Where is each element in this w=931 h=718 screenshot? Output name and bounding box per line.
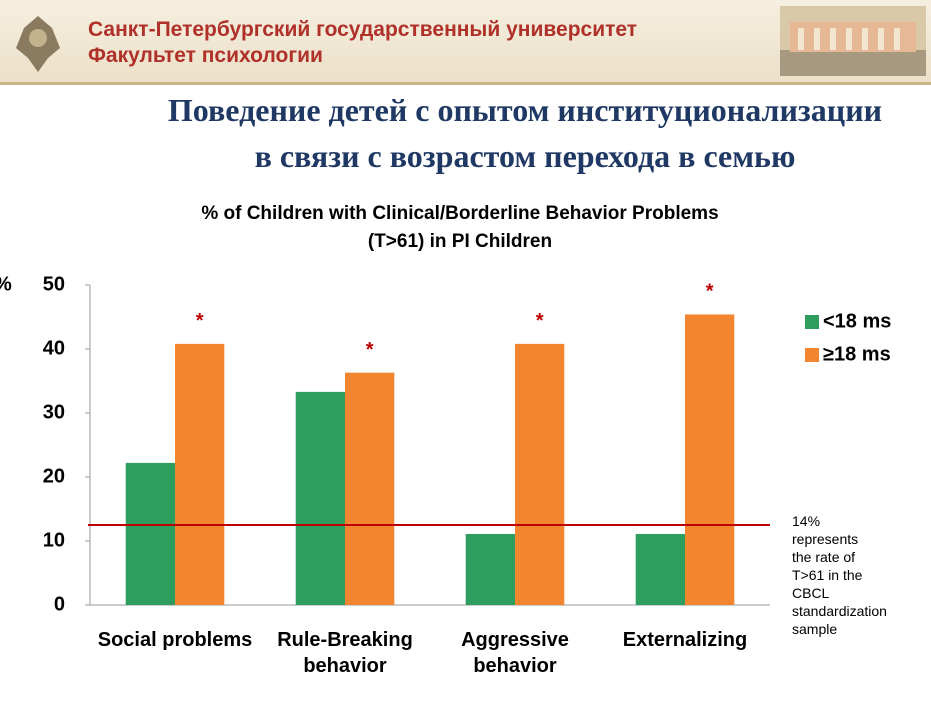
bar (465, 533, 515, 605)
y-tick-label: 10 (43, 529, 65, 551)
university: Санкт-Петербургский государственный унив… (88, 18, 638, 41)
legend-label: ≥18 ms (823, 343, 891, 365)
building-photo (780, 6, 926, 76)
bar (175, 343, 225, 605)
y-axis-label: % (0, 273, 12, 295)
y-tick-label: 30 (43, 401, 65, 423)
slide-title: Поведение детей с опытом институционализ… (167, 92, 883, 128)
legend-swatch (805, 315, 819, 329)
bar (295, 391, 345, 605)
y-tick-label: 50 (43, 273, 65, 295)
bar (345, 372, 395, 605)
y-tick-label: 40 (43, 337, 65, 359)
annotation: 14% represents the rate of T>61 in the C… (792, 513, 887, 637)
bar (125, 462, 175, 605)
bar (635, 533, 685, 605)
legend-label: <18 ms (823, 310, 891, 332)
significance-marker: * (196, 310, 204, 332)
chart-title: % of Children with Clinical/Borderline B… (201, 203, 719, 224)
y-tick-label: 0 (54, 593, 65, 615)
significance-marker: * (536, 310, 544, 332)
y-tick-label: 20 (43, 465, 65, 487)
x-tick-label: Rule-Breaking behavior (277, 629, 413, 677)
x-tick-label: Social problems (97, 629, 253, 651)
bar (685, 314, 735, 605)
significance-marker: * (706, 281, 714, 303)
x-tick-label: Externalizing (622, 629, 748, 651)
significance-marker: * (366, 339, 374, 361)
header: Санкт-Петербургский государственный унив… (0, 0, 931, 85)
x-tick-label: Aggressive behavior (461, 629, 569, 677)
logo (16, 16, 60, 72)
bar (515, 343, 565, 605)
faculty: Факультет психологии (88, 44, 323, 67)
slide-title: в связи с возрастом перехода в семью (254, 138, 796, 174)
legend-swatch (805, 348, 819, 362)
chart-title: (T>61) in PI Children (367, 231, 553, 252)
